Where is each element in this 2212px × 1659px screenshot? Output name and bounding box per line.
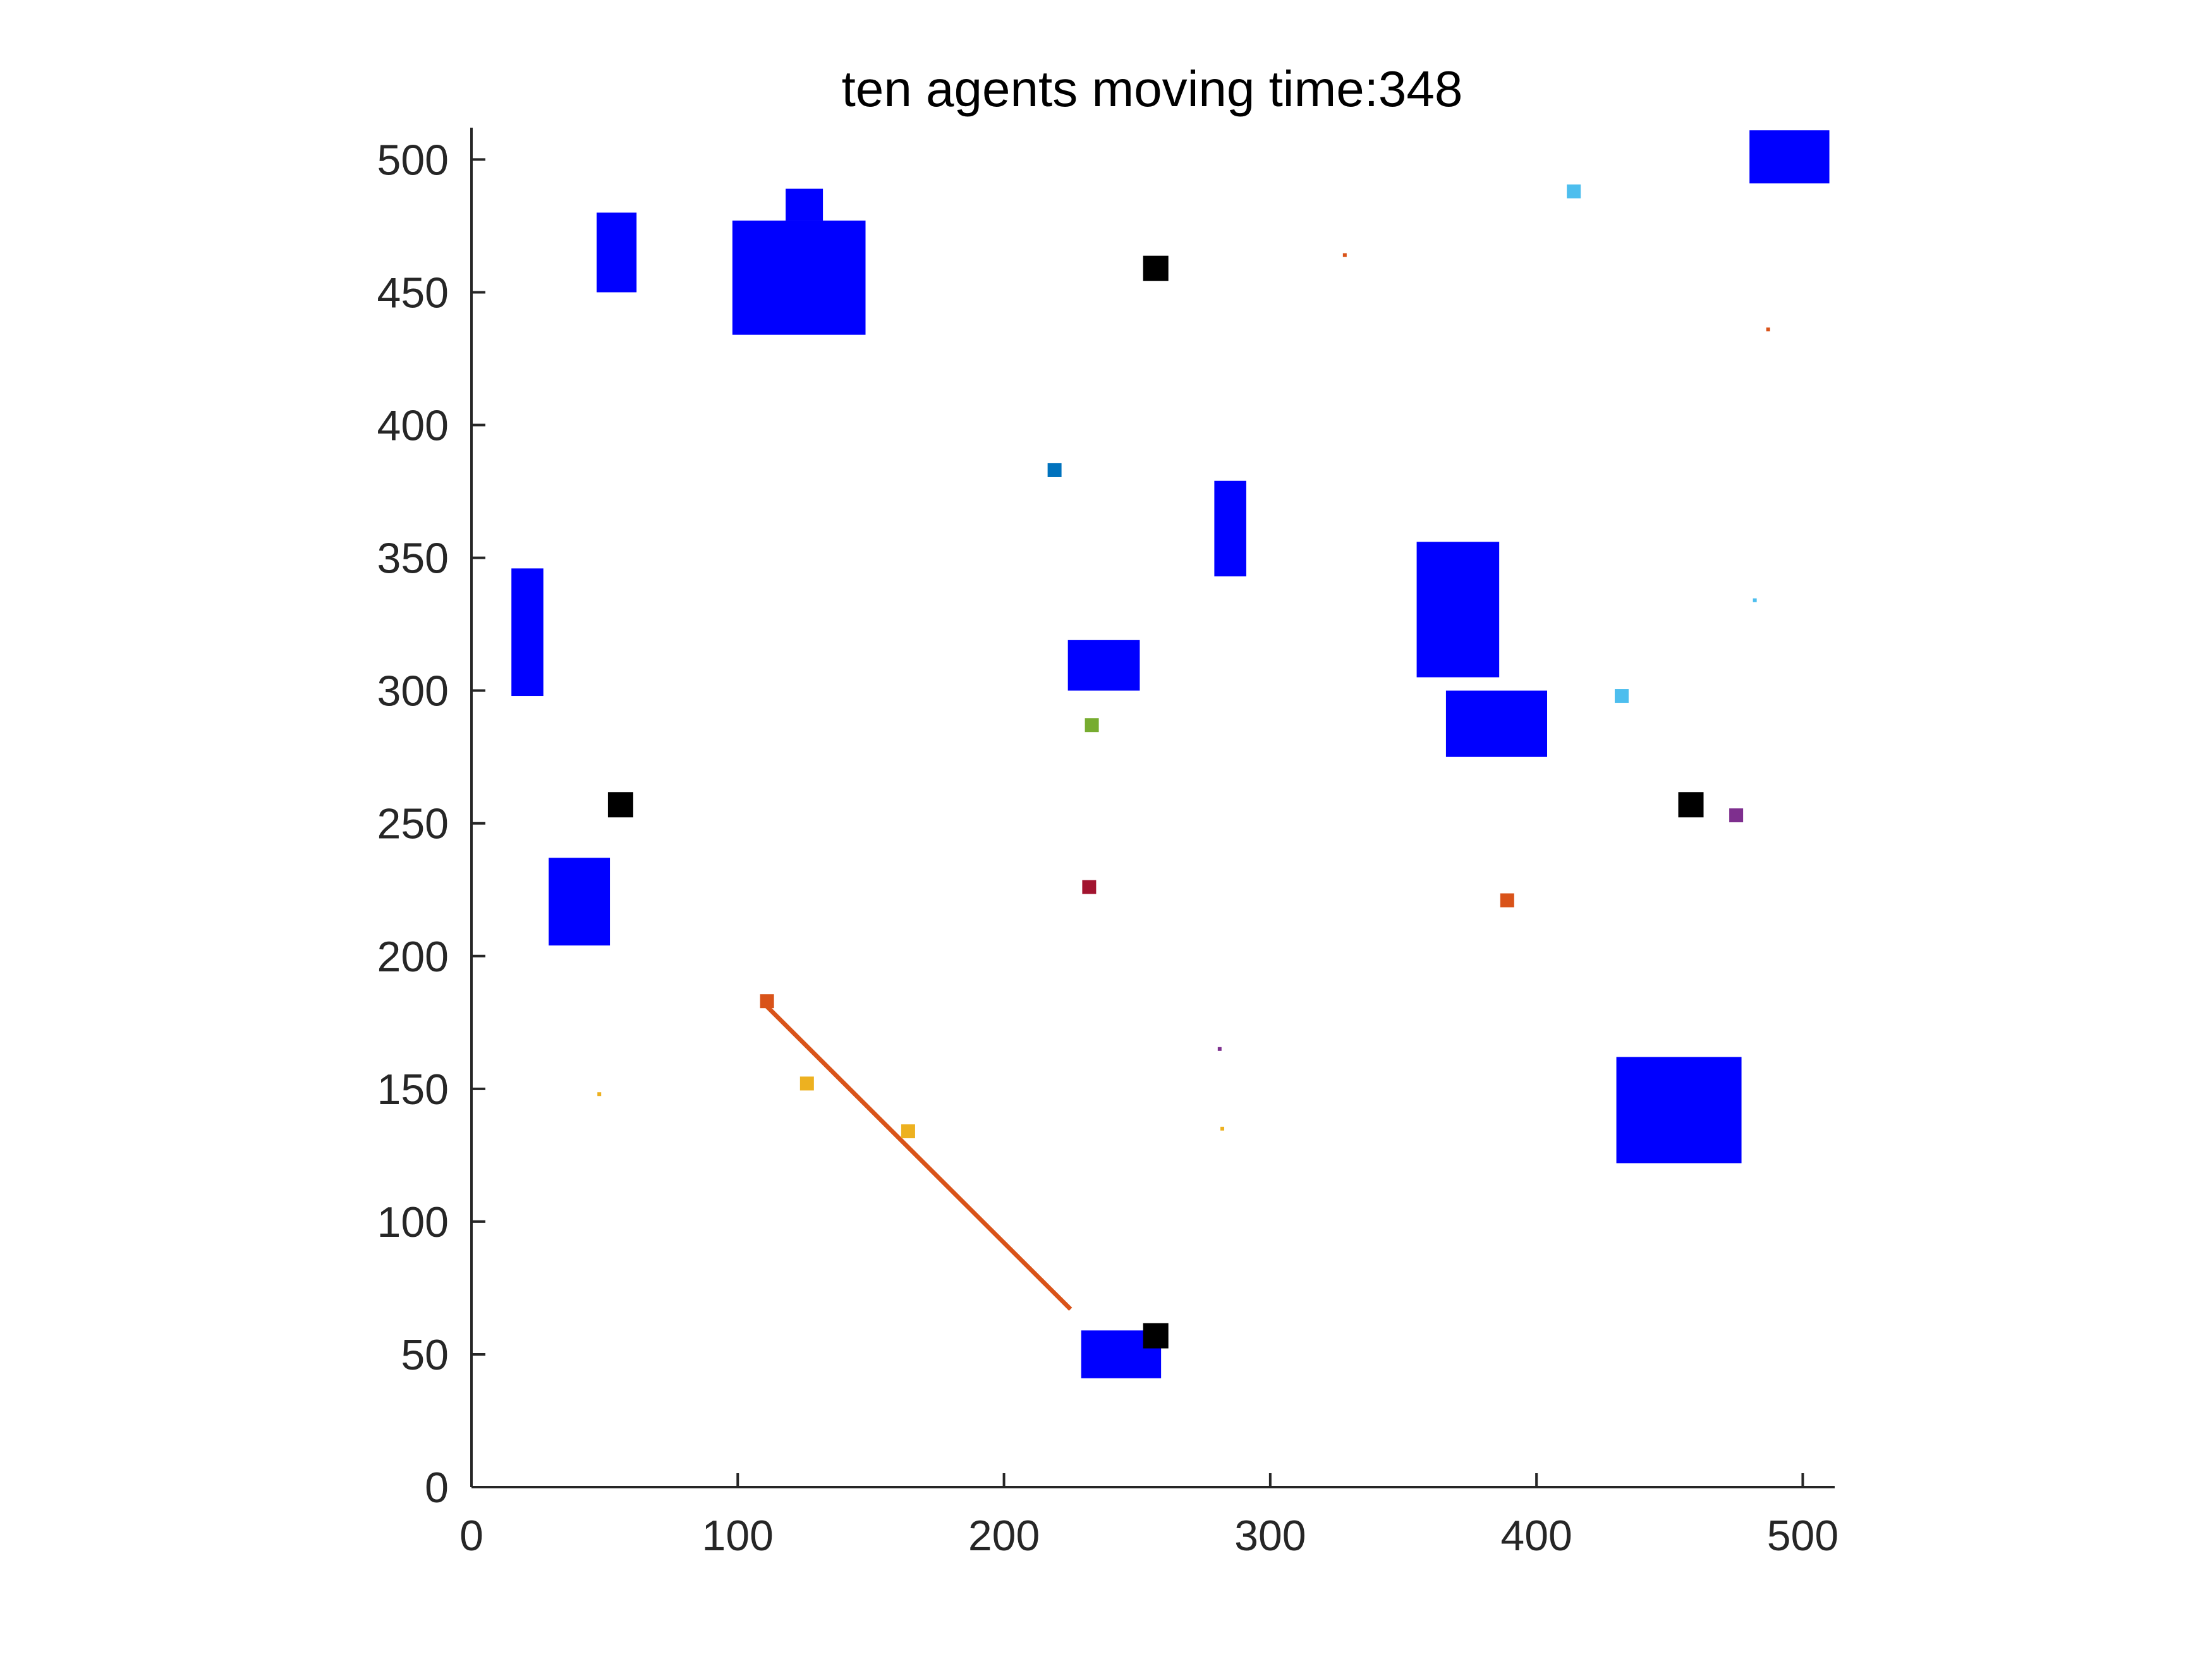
x-tick-label: 300 bbox=[1234, 1512, 1306, 1560]
obstacle-9 bbox=[1445, 690, 1548, 757]
obstacle-1 bbox=[597, 212, 637, 293]
y-tick-label: 350 bbox=[377, 535, 449, 583]
agent-marker-10 bbox=[901, 1124, 915, 1139]
y-tick-label: 250 bbox=[377, 800, 449, 848]
agent-marker-7 bbox=[1500, 893, 1514, 908]
obstacle-6 bbox=[1416, 542, 1500, 678]
x-tick-label: 0 bbox=[459, 1512, 483, 1560]
x-tick-label: 500 bbox=[1767, 1512, 1838, 1560]
agent-marker-3 bbox=[1614, 689, 1629, 703]
agent-marker-9 bbox=[799, 1076, 814, 1091]
y-tick-label: 100 bbox=[377, 1198, 449, 1246]
chart-title: ten agents moving time:348 bbox=[842, 61, 1463, 117]
agent-marker-5 bbox=[1729, 808, 1744, 823]
obstacle-2 bbox=[732, 221, 866, 335]
agent-marker-8 bbox=[760, 994, 774, 1009]
agent-marker-2 bbox=[1047, 463, 1062, 477]
plot-area bbox=[511, 130, 1830, 1378]
obstacle-7 bbox=[511, 568, 544, 696]
goal-marker-1 bbox=[1342, 253, 1347, 257]
agent-marker-1 bbox=[1567, 184, 1581, 198]
y-tick-label: 400 bbox=[377, 402, 449, 450]
x-tick-label: 100 bbox=[702, 1512, 774, 1560]
obstacle-3 bbox=[786, 188, 823, 221]
y-tick-label: 150 bbox=[377, 1066, 449, 1114]
goal-marker-2 bbox=[1766, 327, 1770, 332]
obstacle-4 bbox=[1749, 130, 1830, 184]
x-tick-label: 400 bbox=[1500, 1512, 1572, 1560]
station-marker-1 bbox=[1143, 255, 1169, 281]
station-marker-4 bbox=[1143, 1323, 1169, 1349]
obstacle-10 bbox=[549, 858, 611, 945]
goal-marker-5 bbox=[597, 1092, 602, 1097]
goal-marker-3 bbox=[1753, 598, 1757, 602]
obstacle-5 bbox=[1214, 480, 1246, 576]
station-marker-2 bbox=[607, 792, 633, 818]
agent-marker-4 bbox=[1085, 718, 1099, 732]
agent-path-1 bbox=[765, 1005, 1073, 1311]
y-tick-label: 300 bbox=[377, 667, 449, 715]
y-tick-label: 50 bbox=[401, 1331, 449, 1379]
y-tick-label: 200 bbox=[377, 933, 449, 981]
goal-marker-4 bbox=[1217, 1047, 1222, 1051]
station-marker-3 bbox=[1678, 792, 1704, 818]
agent-marker-6 bbox=[1082, 880, 1097, 894]
y-tick-label: 450 bbox=[377, 269, 449, 317]
obstacle-11 bbox=[1616, 1057, 1742, 1164]
axes: 0 100 200 300 400 500 0 50 100 150 200 250 300 350 400… bbox=[377, 128, 1838, 1560]
y-tick-label: 0 bbox=[425, 1464, 449, 1512]
y-tick-label: 500 bbox=[377, 136, 449, 184]
goal-marker-6 bbox=[1220, 1126, 1225, 1131]
obstacle-8 bbox=[1067, 640, 1140, 691]
x-tick-label: 200 bbox=[968, 1512, 1040, 1560]
